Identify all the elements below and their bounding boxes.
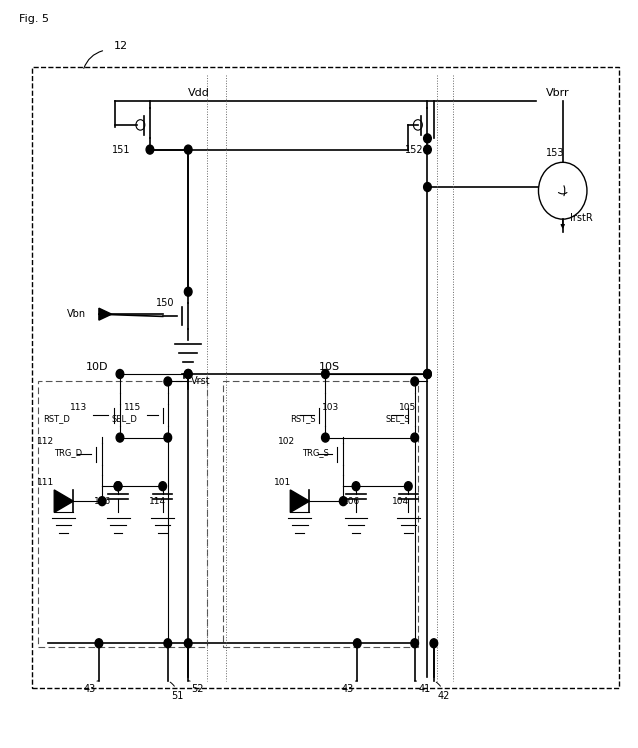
Circle shape xyxy=(184,639,192,648)
Text: Vrst: Vrst xyxy=(191,376,211,387)
Text: 115: 115 xyxy=(124,403,142,412)
Circle shape xyxy=(339,497,347,506)
Circle shape xyxy=(424,370,431,378)
Circle shape xyxy=(411,433,419,442)
Circle shape xyxy=(159,482,167,491)
Text: 41: 41 xyxy=(415,681,431,694)
Text: 151: 151 xyxy=(112,144,130,155)
Text: 43: 43 xyxy=(341,681,357,694)
Text: SEL_D: SEL_D xyxy=(112,414,138,423)
Text: 52: 52 xyxy=(188,681,204,694)
Circle shape xyxy=(116,370,124,378)
Circle shape xyxy=(98,497,106,506)
Circle shape xyxy=(184,370,192,378)
Circle shape xyxy=(411,639,419,648)
Circle shape xyxy=(424,370,431,378)
Circle shape xyxy=(411,377,419,386)
Text: 153: 153 xyxy=(545,148,564,159)
Circle shape xyxy=(424,134,431,143)
Text: 103: 103 xyxy=(322,403,339,412)
Polygon shape xyxy=(290,490,309,512)
Text: 150: 150 xyxy=(156,298,175,308)
Text: IrstR: IrstR xyxy=(570,213,593,224)
Text: 111: 111 xyxy=(37,478,54,487)
Circle shape xyxy=(184,287,192,296)
Text: Vdd: Vdd xyxy=(188,88,210,99)
Circle shape xyxy=(164,639,172,648)
Text: 51: 51 xyxy=(170,682,184,702)
Text: RST_S: RST_S xyxy=(290,414,316,423)
Circle shape xyxy=(424,183,431,191)
Circle shape xyxy=(146,145,154,154)
Text: SEL_S: SEL_S xyxy=(386,414,411,423)
Circle shape xyxy=(430,639,438,648)
Text: Vbrr: Vbrr xyxy=(545,88,569,99)
Text: RST_D: RST_D xyxy=(43,414,70,423)
Text: 43: 43 xyxy=(83,681,99,694)
Polygon shape xyxy=(54,490,73,512)
Text: 112: 112 xyxy=(37,437,54,446)
Circle shape xyxy=(184,370,192,378)
Circle shape xyxy=(322,433,329,442)
Text: 12: 12 xyxy=(114,41,128,52)
Text: 42: 42 xyxy=(436,682,450,702)
Circle shape xyxy=(114,482,122,491)
Circle shape xyxy=(352,482,360,491)
Text: 105: 105 xyxy=(399,403,416,412)
Circle shape xyxy=(116,433,124,442)
Text: 113: 113 xyxy=(70,403,87,412)
Text: 104: 104 xyxy=(392,497,410,506)
Text: 106: 106 xyxy=(343,497,360,506)
Text: Vbn: Vbn xyxy=(67,309,86,319)
Text: Fig. 5: Fig. 5 xyxy=(19,13,49,24)
Circle shape xyxy=(164,377,172,386)
Circle shape xyxy=(95,639,103,648)
Circle shape xyxy=(184,145,192,154)
Circle shape xyxy=(424,145,431,154)
Circle shape xyxy=(353,639,361,648)
Circle shape xyxy=(114,482,122,491)
Text: 102: 102 xyxy=(278,437,295,446)
Circle shape xyxy=(322,370,329,378)
Text: 152: 152 xyxy=(405,144,424,155)
Text: 101: 101 xyxy=(274,478,292,487)
Polygon shape xyxy=(99,308,112,320)
Circle shape xyxy=(164,433,172,442)
Text: 10S: 10S xyxy=(319,361,340,372)
Text: TRG_D: TRG_D xyxy=(54,448,82,457)
Text: TRG_S: TRG_S xyxy=(302,448,329,457)
Text: 114: 114 xyxy=(149,497,166,506)
Circle shape xyxy=(404,482,412,491)
Text: 116: 116 xyxy=(94,497,112,506)
Text: 10D: 10D xyxy=(86,361,108,372)
